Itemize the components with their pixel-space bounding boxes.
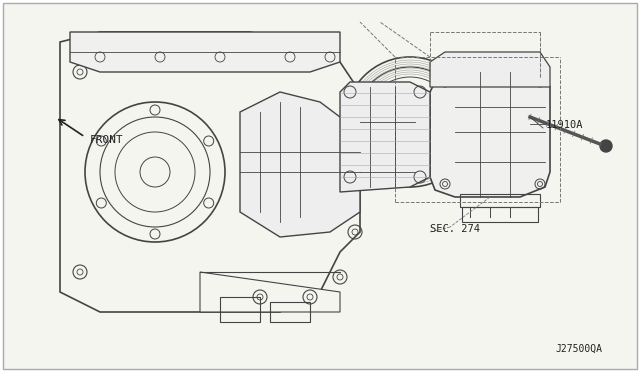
- Polygon shape: [200, 272, 340, 312]
- Polygon shape: [70, 32, 340, 72]
- Text: J27500QA: J27500QA: [555, 344, 602, 354]
- Text: SEC. 274: SEC. 274: [430, 224, 480, 234]
- Polygon shape: [430, 52, 550, 87]
- Polygon shape: [240, 92, 360, 237]
- FancyBboxPatch shape: [3, 3, 637, 369]
- Polygon shape: [60, 32, 360, 312]
- Text: FRONT: FRONT: [90, 135, 124, 145]
- Polygon shape: [430, 72, 550, 197]
- Text: 11910A: 11910A: [546, 120, 584, 130]
- Circle shape: [600, 140, 612, 152]
- Polygon shape: [340, 82, 430, 192]
